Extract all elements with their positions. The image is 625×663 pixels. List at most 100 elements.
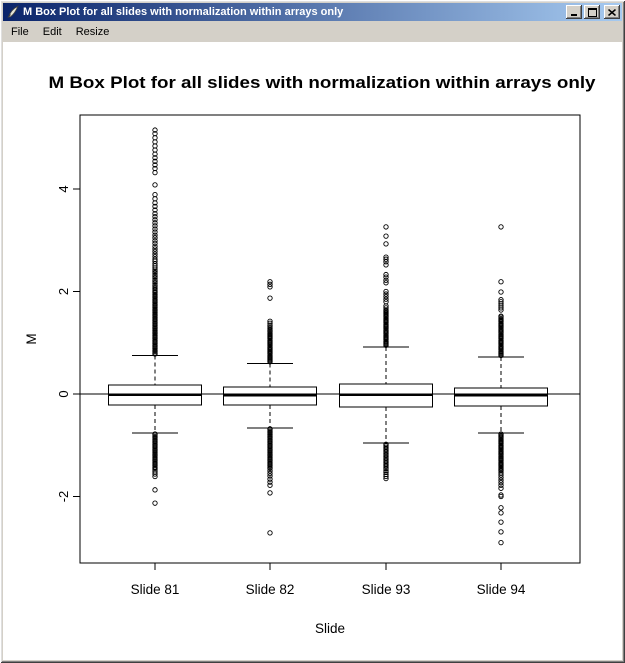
outlier-point (267, 465, 273, 471)
outlier-point (498, 474, 504, 481)
outlier-point (498, 480, 504, 486)
outlier-point (152, 268, 158, 275)
outlier-point (498, 482, 504, 488)
outlier-point (383, 475, 389, 482)
outlier-point (152, 203, 158, 210)
close-icon (608, 8, 616, 16)
x-tick-label: Slide 82 (246, 582, 295, 597)
title-bar[interactable]: M Box Plot for all slides with normaliza… (3, 3, 622, 21)
outlier-point (152, 238, 158, 244)
outlier-point (267, 490, 273, 496)
outlier-point (383, 241, 389, 247)
outlier-point (152, 220, 158, 226)
outlier-point (152, 465, 158, 471)
outlier-point (152, 253, 158, 260)
outlier-point (498, 493, 504, 500)
outlier-point (152, 162, 158, 168)
outlier-point (152, 214, 158, 220)
boxplot-slide-93 (339, 224, 433, 482)
outlier-point (152, 284, 158, 290)
outlier-point (267, 476, 273, 482)
outlier-point (383, 299, 389, 305)
outlier-point (152, 280, 158, 286)
outlier-point (498, 289, 504, 295)
outlier-point (267, 482, 273, 488)
y-axis-label: M (24, 333, 39, 344)
menu-bar: File Edit Resize (3, 21, 622, 42)
outlier-point (152, 285, 158, 292)
outlier-point (383, 291, 389, 297)
outlier-point (152, 273, 158, 280)
outlier-point (152, 471, 158, 477)
maximize-button[interactable] (584, 5, 600, 19)
outlier-point (383, 262, 389, 268)
outlier-point (152, 275, 158, 281)
outlier-point (152, 248, 158, 255)
outlier-point (152, 487, 158, 493)
plot-client-area: M Box Plot for all slides with normaliza… (3, 42, 622, 660)
outlier-point (267, 479, 273, 485)
outlier-point (498, 539, 504, 546)
outlier-point (267, 279, 273, 285)
outlier-point (152, 246, 158, 252)
outlier-point (152, 226, 158, 232)
outlier-point (152, 279, 158, 285)
menu-edit[interactable]: Edit (42, 25, 62, 38)
outlier-point (383, 254, 389, 260)
outlier-point (383, 256, 389, 262)
outlier-point (498, 492, 504, 498)
outlier-point (152, 165, 158, 172)
outlier-point (152, 223, 158, 229)
outlier-point (383, 277, 389, 283)
outlier-point (152, 130, 158, 137)
outlier-point (152, 243, 158, 250)
outlier-point (498, 477, 504, 483)
outlier-point (267, 295, 273, 301)
outlier-point (152, 473, 158, 480)
iqr-box (454, 387, 548, 407)
outlier-point (152, 182, 158, 188)
outlier-point (267, 470, 273, 477)
outlier-point (267, 468, 273, 474)
boxplot-slide-94 (454, 224, 548, 546)
outlier-point (383, 288, 389, 295)
outlier-point (152, 217, 158, 223)
outlier-point (498, 299, 504, 305)
x-tick-label: Slide 93 (362, 582, 411, 597)
x-tick-label: Slide 94 (477, 582, 526, 597)
maximize-icon (587, 7, 597, 17)
outlier-point (267, 284, 273, 290)
outlier-point (498, 510, 504, 516)
outlier-point (267, 463, 273, 469)
outlier-point (152, 272, 158, 278)
outlier-point (498, 313, 504, 319)
y-tick-label: 2 (56, 288, 71, 295)
outlier-point (152, 155, 158, 161)
outlier-point (152, 207, 158, 213)
outlier-point (383, 233, 389, 239)
outlier-point (152, 232, 158, 238)
x-axis-label: Slide (315, 621, 345, 636)
y-tick-label: 4 (56, 185, 71, 192)
outlier-point (152, 282, 158, 288)
minimize-button[interactable] (566, 5, 582, 19)
outlier-point (152, 277, 158, 283)
menu-file[interactable]: File (11, 25, 29, 38)
y-tick-label: -2 (56, 491, 71, 503)
outlier-point (383, 473, 389, 480)
plot-border (79, 114, 581, 564)
chart-title: M Box Plot for all slides with normaliza… (49, 73, 597, 92)
outlier-point (383, 274, 389, 280)
outlier-point (267, 324, 273, 330)
outlier-point (152, 158, 158, 164)
outlier-point (152, 191, 158, 198)
outlier-point (152, 127, 158, 133)
outlier-point (498, 224, 504, 230)
close-button[interactable] (604, 5, 620, 19)
menu-resize[interactable]: Resize (75, 25, 110, 38)
quill-icon (6, 5, 20, 19)
outlier-point (383, 280, 389, 286)
outlier-point (152, 235, 158, 241)
outlier-point (498, 297, 504, 303)
outlier-point (152, 210, 158, 217)
